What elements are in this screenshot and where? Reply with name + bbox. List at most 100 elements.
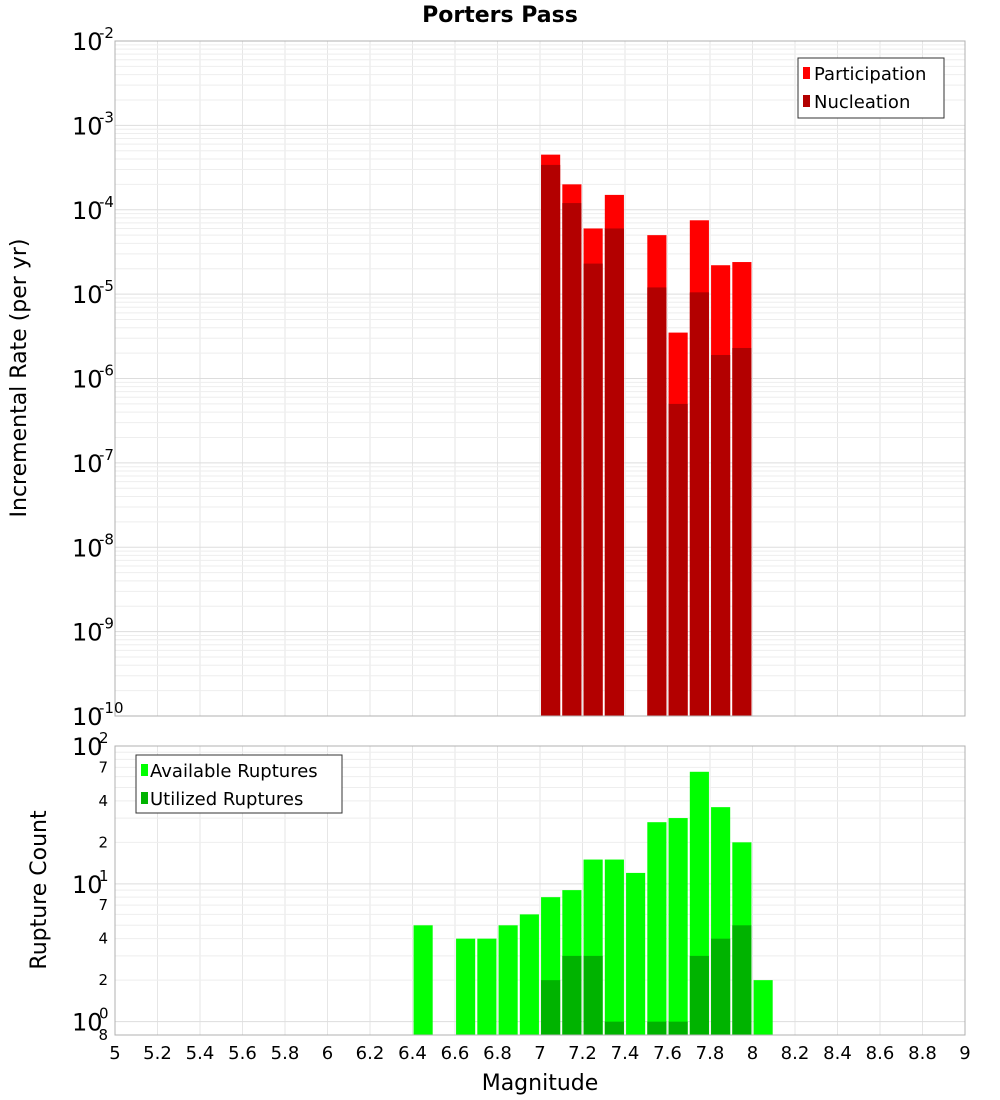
x-tick-label: 8 — [747, 1043, 758, 1064]
rate-y-tick-base: 10 — [72, 619, 103, 647]
rate-legend: Participation Nucleation — [797, 57, 945, 119]
rate-y-tick-exp: -6 — [99, 362, 114, 380]
x-tick-label: 8.8 — [908, 1043, 937, 1064]
count-bar-available-ruptures — [668, 818, 688, 1035]
rate-bar-nucleation — [604, 228, 624, 716]
count-y-minor-tick: 2 — [98, 833, 108, 851]
x-tick-label: 5.8 — [271, 1043, 300, 1064]
x-tick-label: 6.4 — [398, 1043, 427, 1064]
count-bars — [413, 771, 773, 1035]
rate-y-tick-base: 10 — [72, 281, 103, 309]
rate-y-tick: 10-8 — [72, 530, 114, 562]
count-legend-swatch — [141, 792, 148, 804]
count-bar-available-ruptures — [626, 872, 646, 1035]
count-y-tick-base: 10 — [72, 1009, 103, 1037]
rate-legend-swatch — [803, 95, 810, 107]
count-y-tick-base: 10 — [72, 733, 103, 761]
count-y-minor-tick: 2 — [98, 971, 108, 989]
rate-legend-swatch — [803, 67, 810, 79]
rate-y-tick-exp: -8 — [99, 530, 114, 548]
count-bar-available-ruptures — [647, 822, 667, 1035]
x-tick-label: 7.4 — [611, 1043, 640, 1064]
count-y-minor-tick: 4 — [98, 930, 108, 948]
count-y-tick: 101 — [72, 867, 109, 899]
chart-title: Porters Pass — [422, 3, 578, 28]
rate-y-tick: 10-6 — [72, 362, 114, 394]
count-bar-available-ruptures — [753, 980, 773, 1035]
count-y-tick: 102 — [72, 729, 109, 761]
count-bar-utilized-ruptures — [583, 955, 603, 1035]
count-y-minor-tick: 7 — [98, 896, 108, 914]
rate-y-tick: 10-9 — [72, 615, 114, 647]
count-bar-available-ruptures — [413, 925, 433, 1035]
rate-y-tick-exp: -7 — [99, 446, 114, 464]
rate-y-tick-exp: -9 — [99, 615, 114, 633]
x-tick-label: 7.8 — [696, 1043, 725, 1064]
x-tick-label: 9 — [959, 1043, 970, 1064]
rate-bar-nucleation — [541, 164, 561, 716]
rate-panel: 10-210-310-410-510-610-710-810-910-10 In… — [7, 24, 966, 731]
x-tick-label: 8.2 — [781, 1043, 810, 1064]
rate-plot-border — [114, 40, 966, 717]
rate-y-tick-base: 10 — [72, 28, 103, 56]
count-bar-available-ruptures — [604, 859, 624, 1035]
rate-bar-nucleation — [711, 354, 731, 716]
x-tick-label: 6.8 — [483, 1043, 512, 1064]
count-legend-label: Utilized Ruptures — [150, 789, 303, 810]
rate-y-axis-label: Incremental Rate (per yr) — [7, 239, 32, 518]
rate-y-tick-base: 10 — [72, 366, 103, 394]
rate-y-tick-exp: -5 — [99, 277, 114, 295]
count-bar-utilized-ruptures — [732, 925, 752, 1035]
count-legend: Available Ruptures Utilized Ruptures — [135, 754, 343, 814]
count-bar-utilized-ruptures — [711, 938, 731, 1035]
rate-legend-box — [797, 57, 945, 119]
count-legend-box — [135, 754, 343, 814]
rate-y-tick-base: 10 — [72, 197, 103, 225]
count-y-tick-exp: 0 — [99, 1005, 109, 1023]
rate-bar-nucleation — [732, 347, 752, 716]
rate-y-tick-base: 10 — [72, 450, 103, 478]
count-bar-utilized-ruptures — [604, 1021, 624, 1035]
count-bar-utilized-ruptures — [562, 955, 582, 1035]
count-legend-label: Available Ruptures — [150, 761, 318, 782]
rate-grid — [114, 41, 966, 717]
rate-bar-nucleation — [647, 287, 667, 716]
rate-bar-nucleation — [583, 263, 603, 716]
count-y-minor-tick: 4 — [98, 792, 108, 810]
count-bar-utilized-ruptures — [647, 1021, 667, 1035]
rate-y-tick-base: 10 — [72, 534, 103, 562]
count-y-minor-tick: 7 — [98, 758, 108, 776]
x-tick-label: 5.4 — [186, 1043, 215, 1064]
rate-y-tick-base: 10 — [72, 703, 103, 731]
x-tick-label: 7.6 — [653, 1043, 682, 1064]
count-y-tick: 100 — [72, 1005, 109, 1037]
x-tick-label: 7 — [534, 1043, 545, 1064]
count-bar-available-ruptures — [519, 914, 539, 1035]
x-tick-label: 6.2 — [356, 1043, 385, 1064]
count-bar-available-ruptures — [498, 925, 518, 1035]
count-bar-utilized-ruptures — [668, 1021, 688, 1035]
x-axis-ticks: 5 5.2 5.4 5.6 5.8 6 6.2 6.4 6.6 6.8 7 7.2 7.4 7.6 7.8 8… — [109, 1043, 970, 1064]
count-y-tick-exp: 2 — [99, 729, 109, 747]
rate-y-tick: 10-3 — [72, 108, 114, 140]
rate-y-tick: 10-7 — [72, 446, 114, 478]
rate-y-tick: 10-2 — [72, 24, 114, 56]
x-tick-label: 5 — [109, 1043, 120, 1064]
count-bar-utilized-ruptures — [541, 980, 561, 1035]
rate-bar-nucleation — [668, 403, 688, 716]
count-bar-available-ruptures — [477, 938, 497, 1035]
x-tick-label: 6 — [322, 1043, 333, 1064]
count-y-tick-exp: 1 — [99, 867, 109, 885]
rate-y-tick: 10-5 — [72, 277, 114, 309]
count-bar-utilized-ruptures — [689, 955, 709, 1035]
rate-legend-label: Participation — [814, 64, 926, 85]
count-y-minor-tick: 8 — [98, 1026, 108, 1044]
rate-bar-nucleation — [562, 203, 582, 716]
rate-y-tick-exp: -3 — [99, 108, 114, 126]
x-tick-label: 5.2 — [143, 1043, 172, 1064]
rate-bars — [541, 154, 752, 717]
x-tick-label: 8.6 — [866, 1043, 895, 1064]
rate-y-tick-exp: -10 — [99, 699, 124, 717]
